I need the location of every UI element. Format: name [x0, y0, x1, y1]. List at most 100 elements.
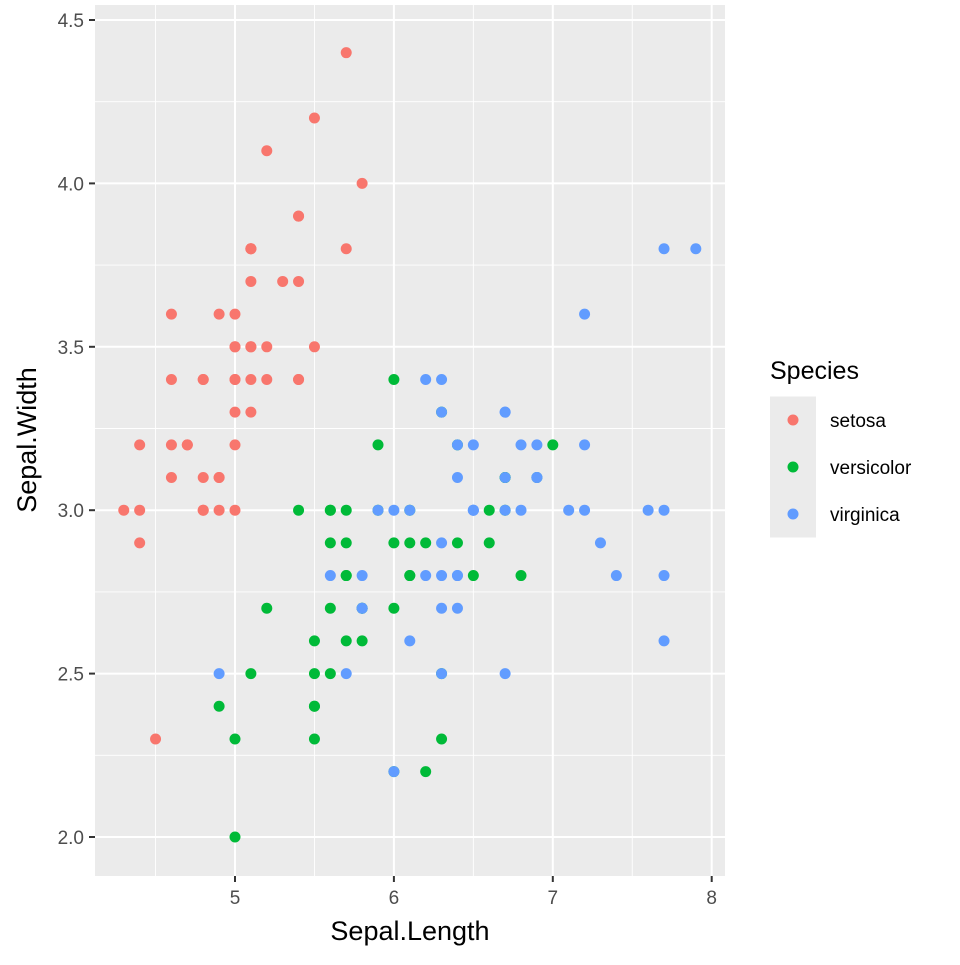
point-setosa: [293, 275, 305, 287]
point-virginica: [579, 504, 591, 516]
point-virginica: [658, 504, 670, 516]
point-setosa: [197, 472, 209, 484]
point-versicolor: [356, 635, 368, 647]
point-virginica: [467, 504, 479, 516]
point-setosa: [308, 341, 320, 353]
point-virginica: [451, 570, 463, 582]
point-versicolor: [420, 766, 432, 778]
point-virginica: [515, 439, 527, 451]
x-tick-label: 7: [548, 888, 559, 909]
point-setosa: [165, 373, 177, 385]
point-versicolor: [547, 439, 559, 451]
point-virginica: [213, 668, 225, 680]
point-setosa: [134, 439, 146, 451]
point-virginica: [436, 537, 448, 549]
axes: 5 6 7 8 2.0 2.5 3.0 3.5 4.0 4.5: [58, 11, 717, 909]
point-virginica: [420, 570, 432, 582]
point-versicolor: [436, 733, 448, 745]
point-setosa: [229, 308, 241, 320]
point-virginica: [372, 504, 384, 516]
data-points: [118, 47, 702, 843]
point-virginica: [499, 668, 511, 680]
point-setosa: [356, 177, 368, 189]
point-setosa: [293, 373, 305, 385]
point-versicolor: [467, 570, 479, 582]
point-versicolor: [293, 504, 305, 516]
point-versicolor: [404, 537, 416, 549]
point-setosa: [277, 275, 289, 287]
point-setosa: [245, 406, 257, 418]
x-axis-title: Sepal.Length: [330, 916, 489, 946]
point-versicolor: [340, 504, 352, 516]
point-versicolor: [372, 439, 384, 451]
point-versicolor: [388, 537, 400, 549]
point-setosa: [229, 439, 241, 451]
point-virginica: [563, 504, 575, 516]
point-versicolor: [308, 635, 320, 647]
y-axis-title: Sepal.Width: [12, 367, 42, 513]
point-setosa: [229, 504, 241, 516]
point-setosa: [134, 537, 146, 549]
legend-label-virginica: virginica: [830, 505, 900, 526]
point-setosa: [213, 308, 225, 320]
point-setosa: [213, 504, 225, 516]
point-versicolor: [388, 373, 400, 385]
point-versicolor: [229, 831, 241, 843]
point-virginica: [388, 766, 400, 778]
point-virginica: [436, 406, 448, 418]
point-virginica: [658, 243, 670, 255]
point-virginica: [499, 406, 511, 418]
point-versicolor: [483, 537, 495, 549]
point-setosa: [197, 373, 209, 385]
point-virginica: [404, 504, 416, 516]
point-setosa: [293, 210, 305, 222]
x-tick-label: 5: [230, 888, 241, 909]
point-virginica: [356, 570, 368, 582]
point-versicolor: [324, 504, 336, 516]
y-tick-label: 4.5: [58, 11, 84, 32]
point-versicolor: [308, 668, 320, 680]
point-setosa: [261, 341, 273, 353]
point-virginica: [356, 602, 368, 614]
point-setosa: [134, 504, 146, 516]
point-virginica: [499, 504, 511, 516]
point-virginica: [515, 504, 527, 516]
point-versicolor: [324, 602, 336, 614]
point-versicolor: [308, 733, 320, 745]
point-setosa: [245, 373, 257, 385]
point-setosa: [245, 341, 257, 353]
point-setosa: [308, 112, 320, 124]
point-setosa: [245, 243, 257, 255]
point-versicolor: [261, 602, 273, 614]
y-tick-label: 2.5: [58, 665, 84, 686]
point-virginica: [451, 602, 463, 614]
point-setosa: [165, 472, 177, 484]
point-setosa: [165, 439, 177, 451]
y-tick-label: 2.0: [58, 828, 84, 849]
point-setosa: [261, 373, 273, 385]
point-virginica: [658, 635, 670, 647]
point-virginica: [658, 570, 670, 582]
point-virginica: [467, 439, 479, 451]
point-setosa: [150, 733, 162, 745]
point-virginica: [610, 570, 622, 582]
point-versicolor: [245, 668, 257, 680]
point-virginica: [579, 308, 591, 320]
x-tick-label: 8: [706, 888, 717, 909]
legend-label-setosa: setosa: [830, 411, 886, 432]
point-setosa: [213, 472, 225, 484]
point-versicolor: [324, 537, 336, 549]
point-virginica: [436, 570, 448, 582]
point-versicolor: [308, 700, 320, 712]
point-versicolor: [515, 570, 527, 582]
x-tick-label: 6: [389, 888, 400, 909]
point-virginica: [531, 439, 543, 451]
point-versicolor: [340, 635, 352, 647]
point-setosa: [229, 373, 241, 385]
point-virginica: [388, 504, 400, 516]
legend: Species setosa versicolor virginica: [770, 357, 912, 538]
legend-key-setosa: [787, 414, 799, 426]
y-tick-label: 3.5: [58, 338, 84, 359]
point-virginica: [324, 570, 336, 582]
